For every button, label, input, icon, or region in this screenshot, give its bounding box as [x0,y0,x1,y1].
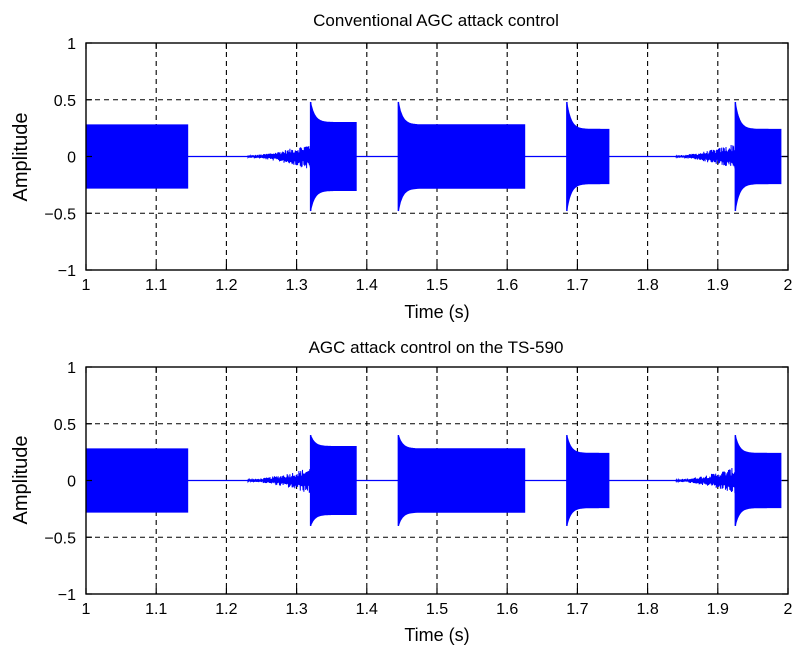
x-tick-label: 1.3 [285,277,307,294]
grid-lines [86,43,788,270]
chart-title: AGC attack control on the TS-590 [309,338,564,357]
signal-segment-ramp [247,145,312,169]
signal-segment-ramp [675,144,736,169]
signal-segment-steady [85,448,189,513]
y-tick-label: 0 [67,474,76,491]
y-tick-label: 0.5 [54,417,76,434]
signal-segment-steady [85,124,189,189]
y-tick-label: 0.5 [54,93,76,110]
panel-ts590-agc: AGC attack control on the TS-590 1 1.1 1.2… [10,338,792,645]
y-tick-label: −1 [58,263,76,280]
y-axis-label: Amplitude [10,436,32,525]
x-tick-label: 1.6 [496,601,518,618]
x-tick-label: 1.7 [566,277,588,294]
x-tick-label: 1.3 [285,601,307,618]
y-tick-label: −1 [58,587,76,604]
signal-segment-ramp [247,469,312,493]
y-axis-ticks: −1 −0.5 0 0.5 1 [44,36,788,280]
x-tick-label: 1.4 [356,601,378,618]
x-tick-label: 1.2 [215,601,237,618]
x-tick-label: 1 [82,277,91,294]
x-tick-label: 1.9 [707,277,729,294]
x-tick-label: 2 [784,601,792,618]
y-tick-label: 1 [67,360,76,377]
x-tick-label: 1.4 [356,277,378,294]
x-tick-label: 1.5 [426,277,448,294]
x-tick-label: 1.1 [145,277,167,294]
panel-conventional-agc: Conventional AGC attack control 1 1.1 1.2 1… [10,11,792,322]
y-axis-label: Amplitude [10,113,32,202]
y-axis-ticks: −1 −0.5 0 0.5 1 [44,360,788,604]
y-tick-label: −0.5 [44,530,76,547]
x-tick-label: 1.7 [566,601,588,618]
x-axis-ticks: 1 1.1 1.2 1.3 1.4 1.5 1.6 1.7 1.8 1.9 2 [82,43,792,294]
signal-segment-ramp [675,467,736,494]
x-tick-label: 1.9 [707,601,729,618]
x-axis-label: Time (s) [404,625,469,645]
x-tick-label: 1.5 [426,601,448,618]
signal-segment-burst [566,435,610,526]
signal-segment-burst [310,101,357,212]
x-tick-label: 1.8 [636,277,658,294]
x-tick-label: 1 [82,601,91,618]
signal-segment-burst [735,435,782,526]
signal-segment-burst [398,101,526,212]
chart-title: Conventional AGC attack control [313,11,559,30]
x-tick-label: 2 [784,277,792,294]
y-tick-label: −0.5 [44,206,76,223]
x-tick-label: 1.8 [636,601,658,618]
x-axis-ticks: 1 1.1 1.2 1.3 1.4 1.5 1.6 1.7 1.8 1.9 2 [82,367,792,618]
signal-segment-burst [310,434,357,527]
x-axis-label: Time (s) [404,302,469,322]
signal-segment-burst [735,101,782,212]
y-tick-label: 0 [67,150,76,167]
x-tick-label: 1.6 [496,277,518,294]
y-tick-label: 1 [67,36,76,53]
signal-segment-burst [398,434,526,527]
x-tick-label: 1.1 [145,601,167,618]
signal-waveform [85,434,788,527]
signal-segment-burst [566,101,610,212]
x-tick-label: 1.2 [215,277,237,294]
